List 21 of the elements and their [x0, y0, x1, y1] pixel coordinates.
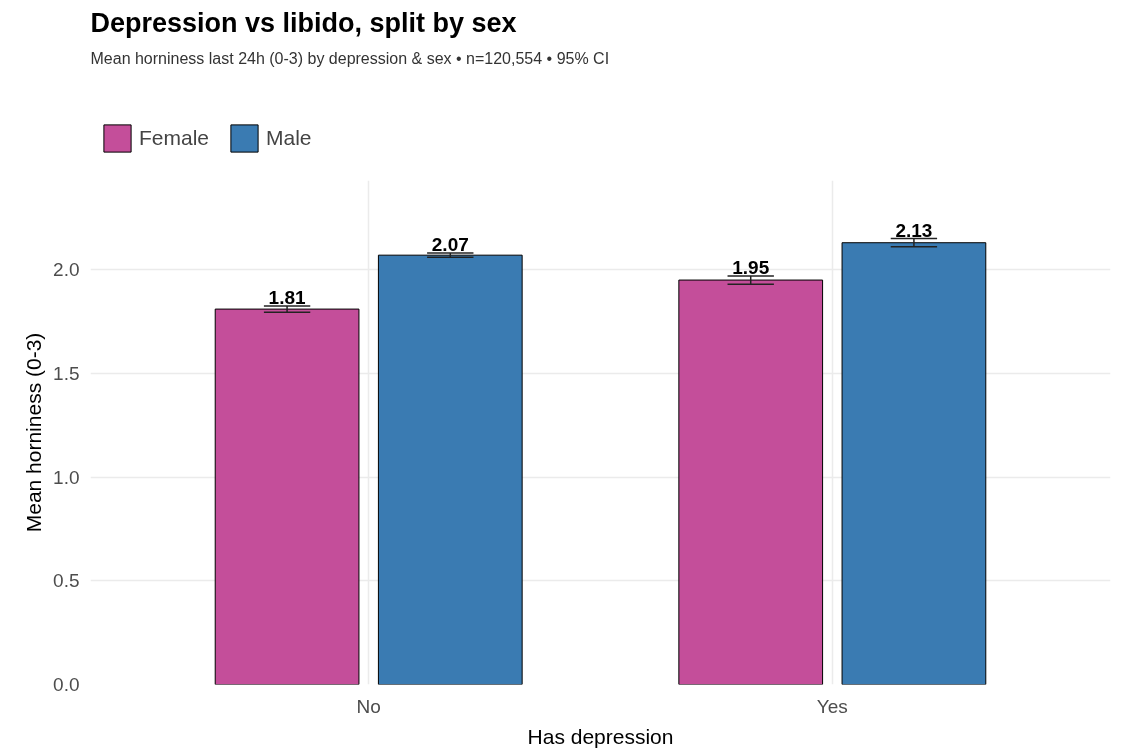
x-tick-label: No [356, 695, 381, 717]
data-label: 2.07 [431, 234, 469, 256]
bar [377, 254, 523, 685]
bar [841, 242, 987, 685]
x-axis-title: Has depression [527, 724, 674, 748]
y-tick-label: 0.0 [53, 674, 80, 695]
legend-label: Female [139, 126, 210, 150]
chart-subtitle: Mean horniness last 24h (0-3) by depression & sex • n=120,554 • 95% CI [90, 49, 610, 67]
legend-label: Male [266, 126, 312, 150]
data-label: 1.95 [732, 256, 770, 278]
chart-title: Depression vs libido, split by sex [90, 7, 517, 38]
bar [678, 279, 824, 685]
y-tick-label: 1.5 [53, 362, 80, 384]
data-label: 2.13 [895, 219, 933, 241]
y-axis-title: Mean horniness (0-3) [22, 332, 46, 533]
y-tick-label: 1.0 [53, 466, 80, 488]
x-tick-label: Yes [816, 695, 848, 717]
bar [214, 308, 360, 685]
data-label: 1.81 [268, 286, 306, 308]
y-tick-label: 0.5 [53, 570, 80, 592]
y-tick-label: 2.0 [53, 259, 80, 281]
